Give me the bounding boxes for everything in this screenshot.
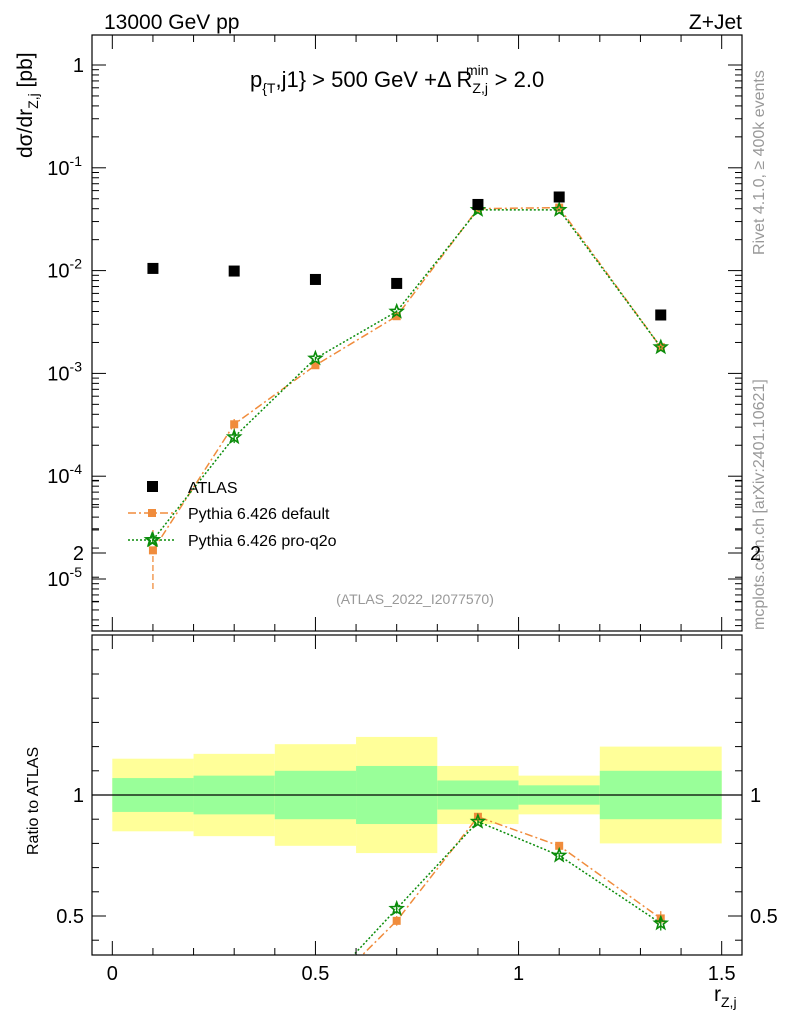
point-default: [148, 546, 157, 555]
ratio-point-proq2o: [388, 899, 406, 916]
main-panel: 1 10-1 10-2 10-3 10-4 10-5 p{T,j1} > 500 GeV …: [14, 34, 743, 632]
ratio-ytick-label-right: 2: [750, 543, 761, 565]
series-line-default: [152, 206, 662, 551]
mcplots-label: mcplots.cern.ch [arXiv:2401.10621]: [751, 379, 768, 630]
plot-title: p{T,j1} > 500 GeV +Δ RZ,jmin > 2.0: [250, 62, 544, 96]
ratio-point-proq2o: [652, 914, 670, 931]
ratio-ytick-label-right: 0.5: [750, 906, 778, 928]
point-atlas: [655, 309, 667, 321]
point-proq2o: [388, 302, 406, 319]
point-proq2o: [550, 201, 568, 217]
ratio-point-default: [392, 916, 401, 925]
ratio-point-proq2o: [550, 846, 568, 863]
ratio-panel: 0.5 0.5 1 1 2 2 0 0.5 1 1.5 Ratio to ATLAS rZ,j: [25, 479, 778, 1010]
legend-label-default: Pythia 6.426 default: [188, 506, 330, 523]
main-ytick-label: 10-3: [47, 358, 82, 385]
point-default: [555, 203, 564, 212]
main-ylabel: dσ/drZ,j [pb]: [14, 52, 41, 158]
main-frame: [91, 34, 743, 632]
point-default: [230, 420, 239, 429]
legend-marker-proq2o: [143, 531, 161, 548]
point-default: [392, 312, 401, 321]
ratio-point-proq2o: [309, 989, 321, 1001]
header-right: Z+Jet: [689, 11, 742, 34]
point-atlas: [553, 191, 565, 203]
main-ytick-label: 10-2: [47, 256, 82, 283]
point-proq2o: [652, 338, 670, 355]
main-ytick-label: 10-4: [47, 461, 82, 488]
point-atlas: [147, 262, 159, 274]
legend-marker-atlas: [147, 481, 158, 492]
point-proq2o: [307, 349, 324, 366]
ratio-ytick-label-right: 1: [750, 785, 761, 807]
ratio-point-proq2o: [469, 812, 487, 829]
legend-label-proq2o: Pythia 6.426 pro-q2o: [188, 533, 337, 550]
watermark: (ATLAS_2022_I2077570): [336, 591, 494, 607]
ratio-ylabel: Ratio to ATLAS: [25, 747, 42, 855]
x-tick-label: 1.5: [708, 963, 736, 985]
point-default: [311, 361, 320, 370]
x-axis-label: rZ,j: [714, 983, 737, 1010]
main-ytick-label: 10-5: [47, 564, 82, 591]
ratio-point-default: [311, 998, 319, 1006]
x-tick-label: 0.5: [302, 963, 330, 985]
point-proq2o: [225, 428, 243, 445]
header-left: 13000 GeV pp: [104, 11, 239, 34]
point-atlas: [309, 273, 321, 285]
ratio-ytick-label: 1: [73, 785, 84, 807]
rivet-label: Rivet 4.1.0, ≥ 400k events: [751, 70, 768, 255]
legend-marker-default: [148, 509, 156, 517]
ratio-point-default: [555, 841, 564, 850]
legend-label-atlas: ATLAS: [188, 480, 238, 497]
point-atlas: [391, 277, 403, 289]
ratio-ytick-label: 2: [73, 543, 84, 565]
ratio-ytick-label: 0.5: [56, 906, 84, 928]
point-atlas: [228, 265, 240, 277]
main-ytick-label: 1: [73, 55, 84, 77]
x-tick-label: 0: [107, 963, 118, 985]
x-tick-label: 1: [513, 963, 524, 985]
point-atlas: [472, 198, 484, 210]
legend: ATLAS Pythia 6.426 default Pythia 6.426 …: [128, 480, 337, 550]
main-ytick-label: 10-1: [47, 153, 82, 180]
